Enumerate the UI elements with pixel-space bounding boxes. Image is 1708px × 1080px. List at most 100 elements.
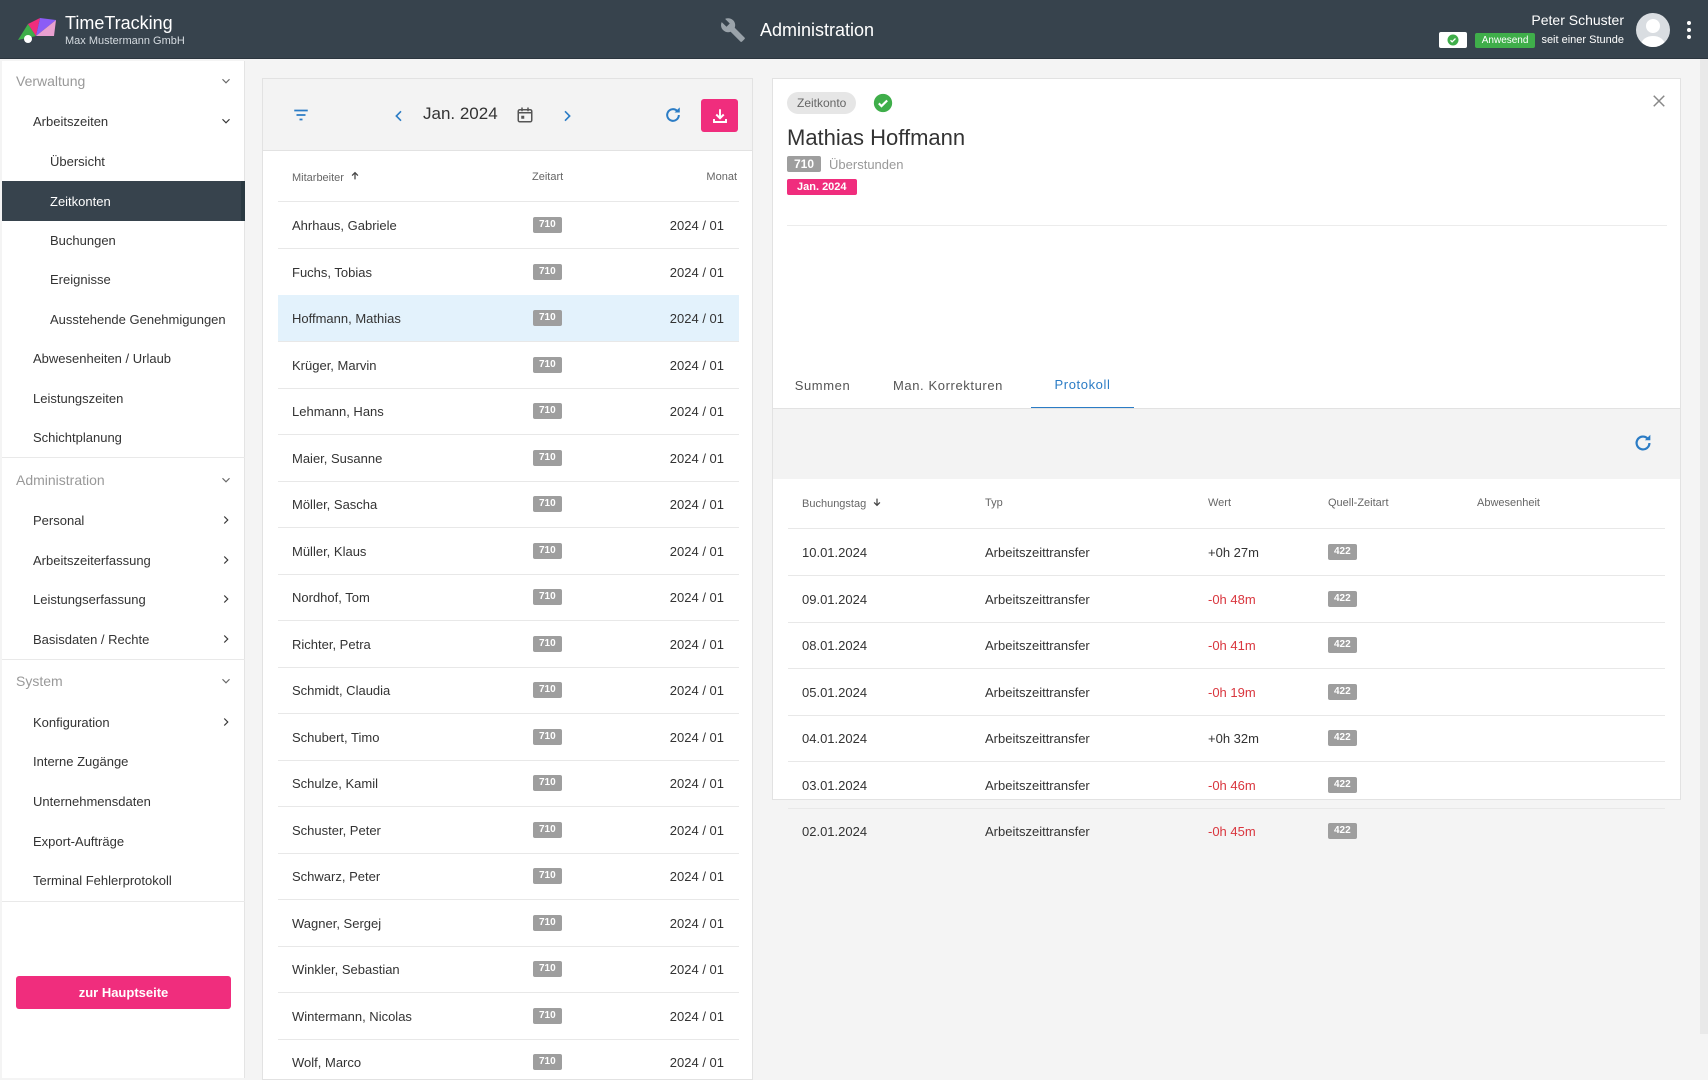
app-logo[interactable] xyxy=(16,14,58,44)
row-date: 10.01.2024 xyxy=(802,545,868,560)
chevron-left-icon[interactable] xyxy=(387,104,411,128)
sidebar-item-personal[interactable]: Personal xyxy=(2,501,245,539)
table-row[interactable]: Nordhof, Tom 710 2024 / 01 xyxy=(278,574,739,621)
row-employee: Wolf, Marco xyxy=(292,1055,362,1070)
sidebar-item-konfiguration[interactable]: Konfiguration xyxy=(2,703,245,741)
column-header-absence[interactable]: Abwesenheit xyxy=(1477,497,1540,509)
sidebar-item-arbeitszeiterfassung[interactable]: Arbeitszeiterfassung xyxy=(2,541,245,579)
column-header-source[interactable]: Quell-Zeitart xyxy=(1328,497,1389,509)
column-header-label: Buchungstag xyxy=(802,498,867,510)
table-row[interactable]: Krüger, Marvin 710 2024 / 01 xyxy=(278,342,739,389)
table-row[interactable]: Schulze, Kamil 710 2024 / 01 xyxy=(278,760,739,807)
row-employee: Möller, Sascha xyxy=(292,497,378,512)
row-value: +0h 32m xyxy=(1208,731,1259,746)
avatar[interactable] xyxy=(1636,13,1670,47)
sidebar-item-ereignisse[interactable]: Ereignisse xyxy=(2,260,245,298)
table-row[interactable]: Maier, Susanne 710 2024 / 01 xyxy=(278,435,739,482)
table-row[interactable]: Lehmann, Hans 710 2024 / 01 xyxy=(278,388,739,435)
table-row[interactable]: Möller, Sascha 710 2024 / 01 xyxy=(278,481,739,528)
chevron-right-icon[interactable] xyxy=(555,104,579,128)
sidebar-item-leistungszeiten[interactable]: Leistungszeiten xyxy=(2,379,245,417)
chevron-down-icon xyxy=(222,118,230,124)
row-employee: Winkler, Sebastian xyxy=(292,962,400,977)
sidebar-item-schichtplanung[interactable]: Schichtplanung xyxy=(2,418,245,456)
sidebar-item-label: Ausstehende Genehmigungen xyxy=(50,311,226,327)
sidebar-section-administration[interactable]: Administration xyxy=(2,461,245,499)
row-employee: Maier, Susanne xyxy=(292,451,383,466)
refresh-icon[interactable] xyxy=(1632,432,1654,454)
sidebar-section-verwaltung[interactable]: Verwaltung xyxy=(2,62,245,100)
table-row[interactable]: Schwarz, Peter 710 2024 / 01 xyxy=(278,853,739,900)
selected-month[interactable]: Jan. 2024 xyxy=(423,104,498,123)
close-icon[interactable] xyxy=(1650,92,1668,110)
table-row[interactable]: 08.01.2024 Arbeitszeittransfer -0h 41m 4… xyxy=(788,622,1665,669)
wrench-icon xyxy=(721,18,745,42)
row-employee: Richter, Petra xyxy=(292,637,371,652)
tab-man-korrekturen[interactable]: Man. Korrekturen xyxy=(892,377,1004,393)
row-type-badge: 710 xyxy=(533,310,562,326)
chevron-down-icon xyxy=(222,477,230,483)
sidebar-item-unternehmensdaten[interactable]: Unternehmensdaten xyxy=(2,782,245,820)
row-value: +0h 27m xyxy=(1208,545,1259,560)
download-button[interactable] xyxy=(701,99,738,132)
row-type-badge: 710 xyxy=(533,217,562,233)
header-divider xyxy=(278,201,739,202)
table-row[interactable]: Richter, Petra 710 2024 / 01 xyxy=(278,621,739,668)
sidebar-item-label: Zeitkonten xyxy=(50,193,111,209)
sidebar-item-zeitkonten[interactable]: Zeitkonten xyxy=(2,181,245,221)
home-button[interactable]: zur Hauptseite xyxy=(16,976,231,1009)
table-row[interactable]: 02.01.2024 Arbeitszeittransfer -0h 45m 4… xyxy=(788,808,1665,855)
row-type-badge: 710 xyxy=(533,1054,562,1070)
table-row[interactable]: Winkler, Sebastian 710 2024 / 01 xyxy=(278,946,739,993)
row-date: 02.01.2024 xyxy=(802,824,868,839)
table-row[interactable]: 03.01.2024 Arbeitszeittransfer -0h 46m 4… xyxy=(788,762,1665,809)
list-toolbar: Jan. 2024 xyxy=(263,79,752,151)
sidebar-item-terminal-fehlerprotokoll[interactable]: Terminal Fehlerprotokoll xyxy=(2,861,245,899)
sidebar-item-uebersicht[interactable]: Übersicht xyxy=(2,142,245,180)
table-row[interactable]: Wagner, Sergej 710 2024 / 01 xyxy=(278,900,739,947)
table-row[interactable]: 04.01.2024 Arbeitszeittransfer +0h 32m 4… xyxy=(788,715,1665,762)
sidebar-item-label: Übersicht xyxy=(50,153,105,169)
status-since: seit einer Stunde xyxy=(1541,34,1624,46)
sidebar-item-abwesenheiten[interactable]: Abwesenheiten / Urlaub xyxy=(2,339,245,377)
table-row[interactable]: Schmidt, Claudia 710 2024 / 01 xyxy=(278,667,739,714)
table-row[interactable]: 09.01.2024 Arbeitszeittransfer -0h 48m 4… xyxy=(788,576,1665,623)
table-row[interactable]: Ahrhaus, Gabriele 710 2024 / 01 xyxy=(278,202,739,249)
calendar-icon[interactable] xyxy=(513,103,537,127)
row-employee: Ahrhaus, Gabriele xyxy=(292,218,397,233)
table-row[interactable]: Schuster, Peter 710 2024 / 01 xyxy=(278,807,739,854)
column-header-type[interactable]: Typ xyxy=(985,497,1003,509)
table-row[interactable]: Wintermann, Nicolas 710 2024 / 01 xyxy=(278,993,739,1040)
sidebar-item-ausstehende-genehmigungen[interactable]: Ausstehende Genehmigungen xyxy=(2,300,245,338)
sidebar-item-leistungserfassung[interactable]: Leistungserfassung xyxy=(2,580,245,618)
table-row[interactable]: Wolf, Marco 710 2024 / 01 xyxy=(278,1039,739,1079)
column-header-month[interactable]: Monat xyxy=(706,171,737,183)
app-title: TimeTracking xyxy=(65,13,173,33)
sidebar-section-system[interactable]: System xyxy=(2,662,245,700)
table-row[interactable]: 05.01.2024 Arbeitszeittransfer -0h 19m 4… xyxy=(788,669,1665,716)
sidebar-item-buchungen[interactable]: Buchungen xyxy=(2,221,245,259)
column-header-type[interactable]: Zeitart xyxy=(532,171,564,183)
sidebar-item-basisdaten-rechte[interactable]: Basisdaten / Rechte xyxy=(2,620,245,658)
column-header-employee[interactable]: Mitarbeiter xyxy=(292,171,360,184)
section-title: Administration xyxy=(760,19,875,40)
more-vert-icon[interactable] xyxy=(1686,20,1692,40)
filter-icon[interactable] xyxy=(289,103,313,127)
column-header-date[interactable]: Buchungstag xyxy=(802,497,882,510)
table-row[interactable]: Müller, Klaus 710 2024 / 01 xyxy=(278,528,739,575)
table-row[interactable]: Schubert, Timo 710 2024 / 01 xyxy=(278,714,739,761)
row-month: 2024 / 01 xyxy=(669,916,724,931)
page-scrollbar[interactable] xyxy=(1700,59,1708,1034)
tab-summen[interactable]: Summen xyxy=(794,377,851,393)
table-row-selected[interactable]: Hoffmann, Mathias 710 2024 / 01 xyxy=(278,295,739,342)
refresh-icon[interactable] xyxy=(661,103,685,127)
table-row[interactable]: Fuchs, Tobias 710 2024 / 01 xyxy=(278,249,739,296)
table-row[interactable]: 10.01.2024 Arbeitszeittransfer +0h 27m 4… xyxy=(788,529,1665,576)
sidebar-item-arbeitszeiten[interactable]: Arbeitszeiten xyxy=(2,102,245,140)
row-source-badge: 422 xyxy=(1328,544,1357,560)
row-month: 2024 / 01 xyxy=(669,311,724,326)
column-header-value[interactable]: Wert xyxy=(1208,497,1232,509)
sidebar-item-export-auftraege[interactable]: Export-Aufträge xyxy=(2,822,245,860)
sidebar-item-interne-zugaenge[interactable]: Interne Zugänge xyxy=(2,742,245,780)
tab-protokoll[interactable]: Protokoll xyxy=(1031,361,1134,409)
